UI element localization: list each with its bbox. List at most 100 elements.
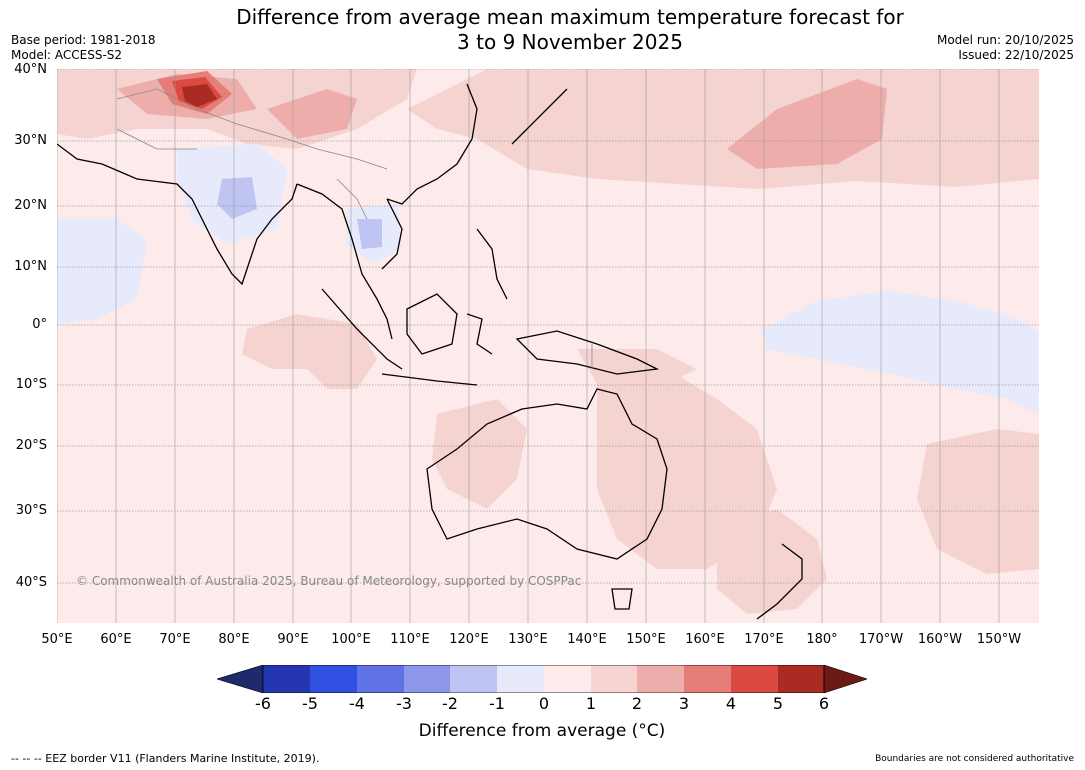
anomaly-shading bbox=[57, 69, 1039, 614]
colorbar-tick: 1 bbox=[585, 694, 597, 713]
coast-philippines bbox=[476, 228, 508, 300]
coast-indochina bbox=[381, 198, 403, 270]
anomaly-patch-tasman bbox=[717, 509, 827, 614]
coast-arabia-india bbox=[57, 143, 298, 286]
forecast-map[interactable] bbox=[57, 69, 1039, 623]
lon-label: 160°W bbox=[917, 632, 963, 647]
colorbar-swatch bbox=[310, 665, 357, 693]
coastlines bbox=[57, 83, 803, 620]
model-name: Model: ACCESS-S2 bbox=[11, 48, 123, 62]
colorbar-tick: -5 bbox=[302, 694, 318, 713]
lon-label: 150°E bbox=[626, 632, 666, 647]
anomaly-patch-north-pacific bbox=[407, 69, 1039, 189]
colorbar-arrow-low bbox=[217, 665, 264, 693]
lon-label: 70°E bbox=[159, 632, 191, 647]
map-svg bbox=[57, 69, 1039, 623]
lon-label: 130°E bbox=[508, 632, 548, 647]
lat-label: 30°N bbox=[14, 133, 47, 148]
model-run: Model run: 20/10/2025 bbox=[936, 33, 1074, 47]
colorbar-tick: 6 bbox=[818, 694, 830, 713]
country-borders bbox=[116, 88, 593, 369]
meridians bbox=[57, 69, 1000, 623]
lat-label: 40°S bbox=[15, 575, 47, 590]
colorbar-tick: -3 bbox=[396, 694, 412, 713]
colorbar-tick: 2 bbox=[631, 694, 643, 713]
lat-label: 10°S bbox=[15, 377, 47, 392]
coast-southeast-asia bbox=[296, 183, 393, 340]
meta-left: Base period: 1981-2018 Model: ACCESS-S2 bbox=[11, 33, 156, 63]
colorbar-swatch bbox=[591, 665, 637, 693]
coast-tasmania bbox=[611, 588, 633, 610]
lat-label: 20°S bbox=[15, 438, 47, 453]
coast-japan bbox=[511, 88, 568, 145]
lon-label: 120°E bbox=[449, 632, 489, 647]
lon-label: 170°W bbox=[858, 632, 904, 647]
anomaly-patch-indian-ocean bbox=[242, 314, 377, 389]
lat-label: 10°N bbox=[14, 259, 47, 274]
colorbar-swatch bbox=[544, 665, 591, 693]
colorbar-tick: -4 bbox=[349, 694, 365, 713]
coast-sumatra bbox=[321, 288, 403, 370]
lon-label: 100°E bbox=[331, 632, 371, 647]
border-himalaya bbox=[116, 88, 388, 170]
title-line-1: Difference from average mean maximum tem… bbox=[236, 5, 904, 29]
anomaly-patch-china-warm bbox=[267, 89, 357, 139]
colorbar-tick: 4 bbox=[725, 694, 737, 713]
lon-label: 180° bbox=[806, 632, 838, 647]
anomaly-patch-india-cool-core bbox=[217, 177, 257, 219]
lon-label: 110°E bbox=[390, 632, 430, 647]
anomaly-patch-south-pacific bbox=[917, 429, 1039, 574]
anomaly-patch-pacific-warm bbox=[727, 79, 887, 169]
border-india bbox=[116, 128, 197, 150]
colorbar-tick: -1 bbox=[489, 694, 505, 713]
issued-date: Issued: 22/10/2025 bbox=[958, 48, 1074, 62]
coast-new-zealand bbox=[756, 543, 803, 620]
colorbar-arrow-high bbox=[823, 665, 867, 693]
lon-label: 140°E bbox=[567, 632, 607, 647]
colorbar-swatch bbox=[778, 665, 824, 693]
coast-china bbox=[386, 83, 478, 205]
colorbar-swatch bbox=[450, 665, 497, 693]
base-period: Base period: 1981-2018 bbox=[11, 33, 156, 47]
colorbar-label: Difference from average (°C) bbox=[418, 721, 666, 741]
lon-label: 90°E bbox=[277, 632, 309, 647]
colorbar-swatch bbox=[637, 665, 684, 693]
lat-label: 30°S bbox=[15, 503, 47, 518]
lon-label: 80°E bbox=[218, 632, 250, 647]
lat-label: 40°N bbox=[14, 62, 47, 77]
anomaly-patch-png bbox=[577, 349, 697, 389]
coast-borneo bbox=[406, 293, 458, 355]
coast-new-guinea bbox=[515, 330, 660, 375]
anomaly-patch-east-australia bbox=[597, 369, 777, 569]
border-myanmar bbox=[336, 178, 368, 220]
colorbar-swatch bbox=[684, 665, 731, 693]
title-line-2: 3 to 9 November 2025 bbox=[457, 30, 683, 54]
lon-label: 150°W bbox=[976, 632, 1022, 647]
colorbar-tick: -2 bbox=[442, 694, 458, 713]
lon-label: 170°E bbox=[744, 632, 784, 647]
colorbar-tick: 5 bbox=[772, 694, 784, 713]
coast-sulawesi bbox=[466, 313, 493, 355]
anomaly-patch-hotspot-5 bbox=[182, 84, 217, 107]
anomaly-patch-west-australia bbox=[432, 399, 527, 509]
lon-label: 50°E bbox=[41, 632, 73, 647]
colorbar-swatch bbox=[357, 665, 404, 693]
coast-java bbox=[381, 373, 478, 386]
anomaly-patch-arabian-sea bbox=[57, 219, 147, 324]
coast-australia bbox=[426, 388, 668, 560]
colorbar-swatch bbox=[497, 665, 544, 693]
copyright-notice: © Commonwealth of Australia 2025, Bureau… bbox=[76, 574, 582, 588]
map-title: Difference from average mean maximum tem… bbox=[0, 5, 1085, 55]
colorbar-swatch bbox=[731, 665, 778, 693]
colorbar-frame bbox=[262, 665, 825, 693]
lon-label: 60°E bbox=[100, 632, 132, 647]
boundaries-disclaimer: Boundaries are not considered authoritat… bbox=[875, 754, 1074, 764]
colorbar-tick: 3 bbox=[678, 694, 690, 713]
lat-label: 0° bbox=[32, 317, 47, 332]
colorbar-swatch bbox=[263, 665, 310, 693]
meta-right: Model run: 20/10/2025 Issued: 22/10/2025 bbox=[937, 33, 1074, 63]
lon-label: 160°E bbox=[685, 632, 725, 647]
anomaly-patch-equatorial-pacific bbox=[762, 291, 1039, 414]
colorbar-tick: 0 bbox=[538, 694, 550, 713]
colorbar-swatch bbox=[404, 665, 450, 693]
